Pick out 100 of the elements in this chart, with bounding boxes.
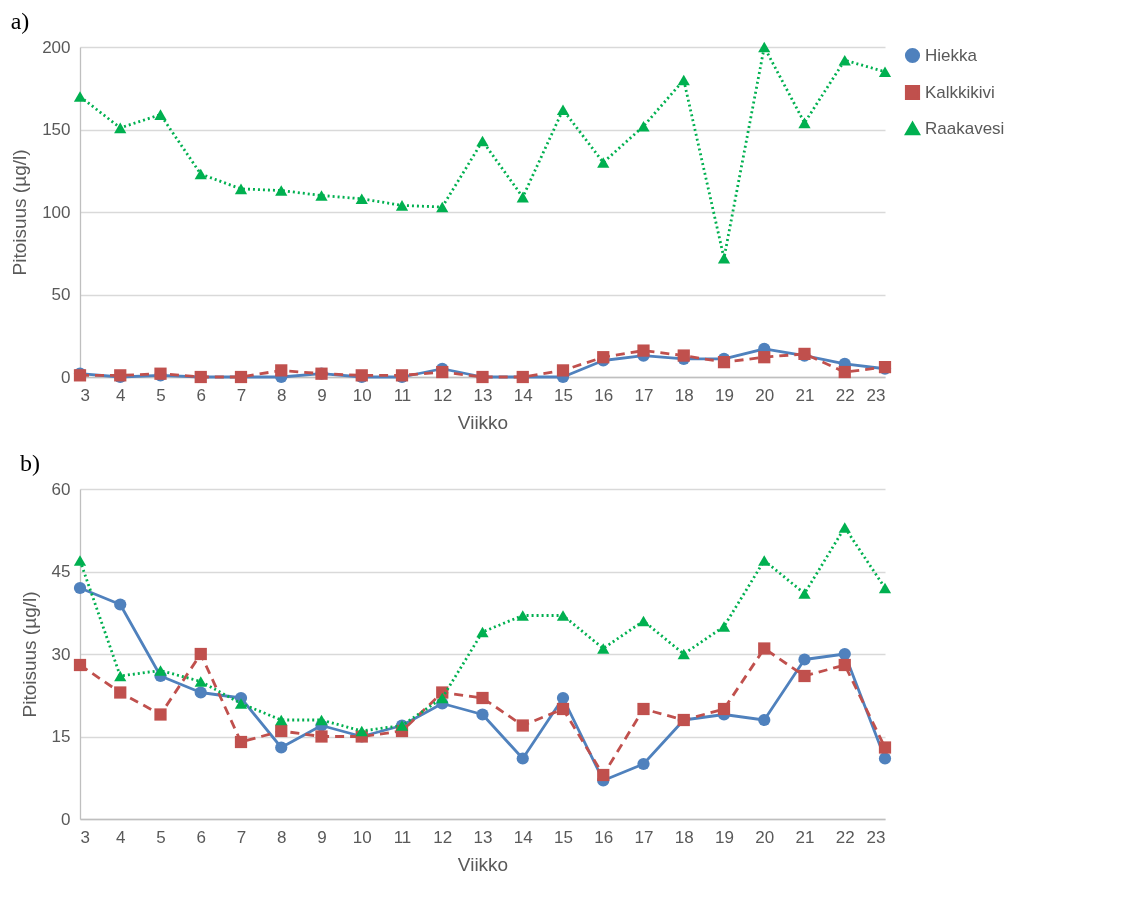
- legend-label: Hiekka: [925, 45, 978, 65]
- point: [717, 252, 731, 264]
- point: [838, 647, 851, 661]
- x-tick-label: 16: [594, 385, 614, 405]
- x-tick-label: 15: [554, 827, 573, 847]
- y-tick-label: 100: [42, 202, 71, 222]
- x-tick-label: 3: [80, 385, 90, 405]
- y-axis-title: Pitoisuus (µg/l): [18, 591, 40, 718]
- y-tick-label: 0: [61, 367, 71, 387]
- point: [275, 714, 288, 726]
- point: [476, 691, 489, 705]
- point: [275, 364, 288, 377]
- x-tick-label: 8: [277, 827, 287, 847]
- y-tick-label: 0: [61, 809, 71, 829]
- x-tick-label: 6: [196, 385, 206, 405]
- x-tick-label: 17: [634, 385, 654, 405]
- point: [798, 669, 811, 683]
- point: [194, 676, 207, 687]
- x-tick-label: 20: [755, 827, 775, 847]
- point: [234, 183, 248, 195]
- x-tick-label: 18: [674, 385, 694, 405]
- x-tick-label: 16: [594, 827, 614, 847]
- x-tick-label: 10: [352, 827, 372, 847]
- y-tick-label: 45: [51, 562, 71, 581]
- point: [114, 670, 127, 682]
- point: [556, 691, 570, 705]
- x-tick-label: 14: [513, 827, 533, 847]
- point: [878, 66, 892, 78]
- point: [194, 686, 207, 699]
- x-tick-label: 21: [795, 827, 815, 847]
- point: [114, 686, 127, 699]
- chart-title: a): [10, 8, 30, 34]
- x-tick-label: 3: [80, 827, 90, 847]
- point: [597, 643, 610, 654]
- x-tick-label: 12: [433, 827, 453, 847]
- point: [275, 741, 288, 754]
- point: [717, 702, 731, 716]
- point: [798, 588, 811, 599]
- point: [315, 714, 328, 726]
- point: [73, 91, 87, 102]
- point: [234, 698, 248, 709]
- point: [878, 752, 892, 765]
- x-tick-label: 6: [196, 827, 206, 847]
- point: [436, 692, 449, 704]
- x-tick-label: 11: [393, 827, 412, 847]
- x-tick-label: 20: [755, 385, 775, 405]
- point: [838, 658, 851, 672]
- point: [154, 708, 167, 721]
- x-tick-label: 8: [277, 385, 287, 405]
- point: [436, 201, 449, 213]
- point: [758, 555, 771, 566]
- point: [878, 582, 892, 594]
- point: [838, 54, 851, 66]
- point: [798, 653, 811, 666]
- legend-label: Raakavesi: [925, 118, 1005, 138]
- x-tick-label: 10: [352, 385, 372, 405]
- point: [758, 642, 771, 655]
- point: [597, 157, 610, 168]
- point: [798, 117, 811, 129]
- x-axis-title: Viikko: [457, 411, 509, 433]
- point: [758, 713, 771, 727]
- x-tick-label: 22: [835, 827, 855, 847]
- point: [154, 109, 167, 120]
- point: [73, 658, 87, 672]
- point: [637, 757, 650, 771]
- point: [677, 648, 690, 660]
- x-tick-label: 17: [634, 827, 654, 847]
- x-tick-label: 14: [513, 385, 533, 405]
- x-tick-label: 4: [116, 827, 126, 847]
- point: [637, 615, 650, 627]
- point: [355, 725, 368, 737]
- y-tick-label: 60: [51, 479, 71, 499]
- x-tick-label: 21: [795, 385, 815, 405]
- point: [717, 621, 731, 632]
- x-tick-label: 15: [554, 385, 573, 405]
- point: [275, 185, 288, 196]
- point: [194, 647, 207, 661]
- point: [717, 356, 731, 369]
- point: [315, 730, 328, 743]
- point: [838, 365, 851, 379]
- y-tick-label: 15: [51, 727, 71, 746]
- x-tick-label: 13: [473, 385, 493, 405]
- point: [355, 193, 368, 205]
- point: [476, 708, 489, 721]
- point: [516, 191, 529, 203]
- y-axis-title: Pitoisuus (µg/l): [9, 149, 31, 276]
- point: [73, 581, 87, 595]
- point: [637, 120, 650, 132]
- point: [275, 724, 288, 738]
- x-tick-label: 5: [156, 827, 166, 847]
- point: [154, 665, 167, 676]
- point: [476, 135, 489, 147]
- x-tick-label: 12: [433, 385, 453, 405]
- point: [556, 364, 570, 377]
- x-tick-label: 7: [236, 385, 247, 405]
- point: [516, 752, 529, 765]
- point: [556, 104, 570, 115]
- point: [315, 190, 328, 201]
- point: [556, 610, 570, 621]
- point: [476, 626, 489, 638]
